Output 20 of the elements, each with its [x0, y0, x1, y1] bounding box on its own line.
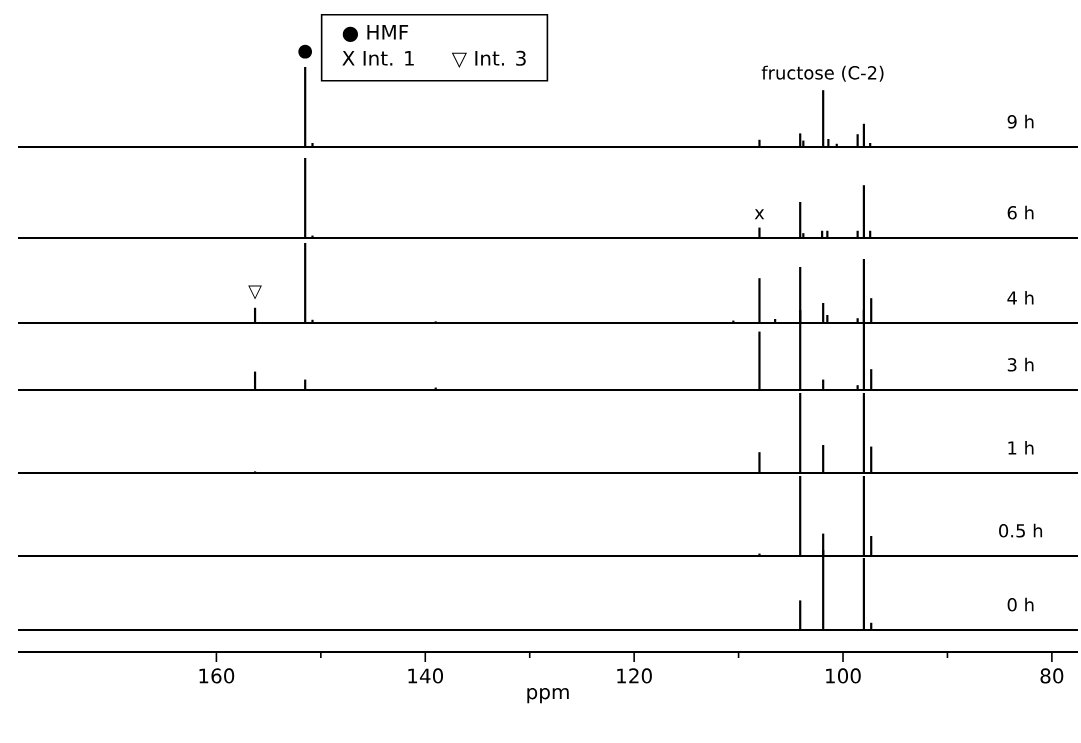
text: 0.5 h	[999, 523, 1043, 538]
annotation: ●	[298, 44, 313, 59]
x-tick-label: 160	[199, 668, 235, 684]
annotation: ▽	[248, 285, 262, 300]
text: ● HMF	[342, 25, 409, 43]
x-tick-label: 140	[408, 668, 444, 684]
x-tick-label: 80	[1040, 668, 1064, 684]
annotation: fructose (C-2)	[761, 65, 884, 82]
x-tick-label: 120	[617, 668, 652, 684]
text: 6 h	[1007, 205, 1034, 220]
x-tick-label: 100	[826, 668, 861, 684]
annotation: x	[754, 209, 765, 220]
annotation: ▽ Int. 3	[451, 50, 526, 69]
text: X Int. 1	[342, 51, 414, 66]
text: 3 h	[1007, 357, 1034, 372]
text: 4 h	[1007, 290, 1034, 305]
text: 0 h	[1007, 597, 1034, 612]
text: 9 h	[1007, 114, 1034, 129]
x-axis-title: ppm	[527, 687, 569, 704]
text: 1 h	[1008, 440, 1034, 455]
